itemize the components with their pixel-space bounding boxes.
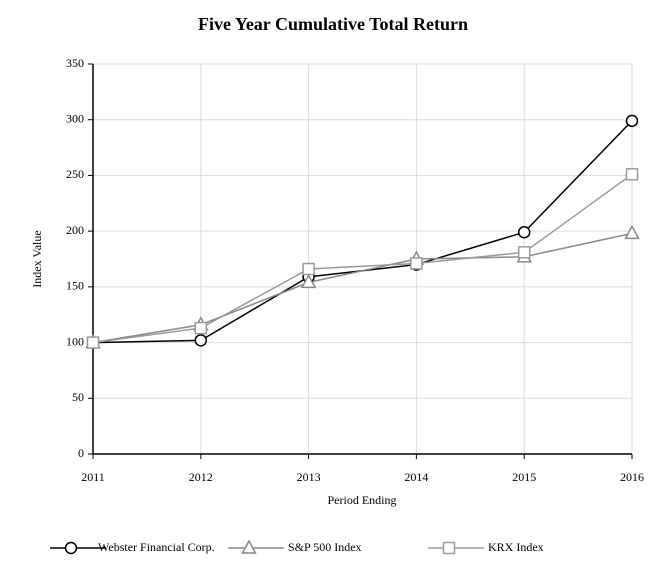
marker	[300, 273, 317, 289]
marker	[624, 224, 640, 240]
y-axis-label: Index Value	[30, 230, 44, 287]
legend-marker	[64, 541, 78, 555]
y-tick-label: 350	[66, 56, 84, 70]
legend-label: S&P 500 Index	[288, 540, 362, 554]
y-tick-label: 100	[66, 334, 84, 348]
series-line	[92, 232, 633, 344]
marker	[194, 321, 208, 335]
y-tick-label: 300	[66, 111, 84, 125]
y-tick-label: 200	[66, 223, 84, 237]
y-tick-label: 250	[66, 167, 84, 181]
marker	[517, 226, 531, 239]
x-tick-label: 2015	[512, 470, 536, 484]
x-axis-label: Period Ending	[328, 493, 397, 507]
legend-label: Webster Financial Corp.	[98, 540, 215, 554]
y-tick-label: 50	[72, 390, 84, 404]
x-tick-label: 2016	[620, 470, 644, 484]
marker	[625, 114, 639, 128]
series-line	[92, 120, 633, 344]
marker	[194, 334, 208, 347]
y-tick-label: 150	[66, 279, 84, 293]
marker	[86, 336, 100, 349]
x-tick-label: 2012	[189, 470, 213, 484]
marker	[625, 168, 639, 181]
legend-marker	[241, 539, 257, 554]
series-line	[92, 173, 633, 344]
x-tick-label: 2011	[81, 470, 105, 484]
marker	[410, 257, 423, 270]
x-tick-label: 2014	[404, 470, 428, 484]
y-tick-label: 0	[78, 446, 84, 460]
marker	[302, 262, 315, 276]
chart-title: Five Year Cumulative Total Return	[198, 14, 468, 34]
legend-label: KRX Index	[488, 540, 544, 554]
marker	[517, 246, 531, 259]
legend-marker	[442, 541, 456, 555]
x-tick-label: 2013	[297, 470, 321, 484]
